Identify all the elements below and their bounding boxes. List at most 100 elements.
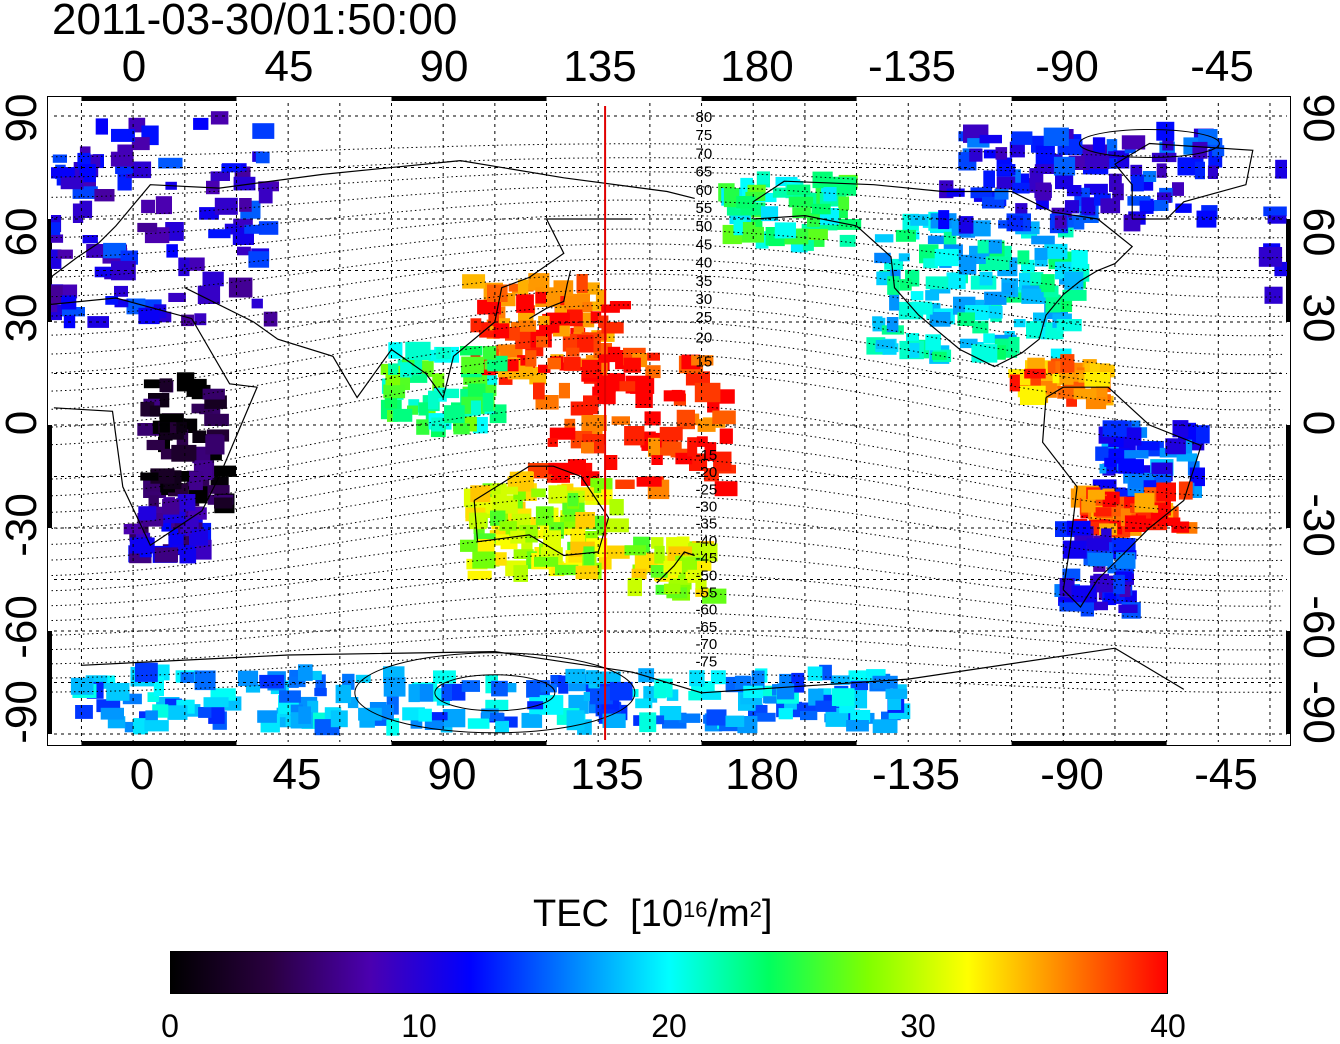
tec-cell	[874, 234, 894, 243]
tec-cell	[624, 426, 645, 446]
left-lat-tick: -30	[0, 493, 46, 557]
tec-cell	[1106, 139, 1118, 155]
tec-cell	[1275, 159, 1287, 179]
tec-region	[866, 211, 1090, 364]
tec-cell	[52, 154, 67, 163]
tec-cell	[1085, 397, 1107, 410]
tec-cell	[214, 497, 233, 509]
tec-cell	[402, 373, 428, 383]
tec-cell	[957, 312, 975, 326]
tec-cell	[1263, 206, 1287, 217]
bottom-lon-tick: -135	[871, 750, 961, 799]
tec-cell	[1178, 481, 1193, 500]
tec-cell	[550, 675, 562, 688]
tec-cell	[927, 303, 941, 313]
tec-cell	[1119, 577, 1131, 597]
tec-cell	[51, 234, 64, 243]
tec-cell	[1051, 207, 1072, 218]
tec-cell	[1043, 127, 1069, 146]
magnetic-latitude-label: -75	[696, 653, 718, 670]
tec-cell	[608, 379, 620, 391]
top-lon-tick: 180	[720, 42, 794, 91]
tec-cell	[704, 543, 718, 562]
tec-cell	[653, 685, 666, 699]
tec-cell	[257, 710, 277, 723]
left-lat-tick: 0	[0, 410, 46, 436]
tec-cell	[527, 701, 544, 710]
tec-cell	[416, 419, 430, 435]
tec-cell	[596, 330, 607, 341]
tec-cell	[555, 564, 579, 576]
right-lat-tick: 30	[1294, 293, 1340, 343]
magnetic-latitude-contour	[51, 476, 1284, 546]
tec-cell	[1027, 357, 1045, 370]
tec-cell	[467, 570, 492, 580]
tec-cell	[500, 486, 518, 495]
coastline	[184, 218, 633, 399]
tec-cell	[540, 684, 557, 693]
tec-cell	[146, 483, 168, 492]
tec-cell	[582, 302, 593, 312]
tec-cell	[1019, 272, 1031, 290]
tec-cell	[461, 680, 480, 692]
coastline	[51, 159, 695, 278]
tec-cell	[143, 379, 168, 389]
tec-cell	[691, 355, 714, 366]
tec-cell	[237, 670, 259, 687]
tec-cell	[807, 666, 823, 681]
tec-cell	[123, 524, 143, 535]
tec-cell	[252, 123, 275, 139]
tec-cell	[694, 382, 721, 403]
tec-cell	[615, 381, 636, 392]
tec-cell	[1137, 509, 1154, 519]
tec-cell	[473, 533, 496, 544]
tec-cell	[598, 315, 609, 329]
tec-cell	[191, 403, 213, 414]
tec-cell	[503, 683, 517, 693]
tec-cell	[144, 720, 169, 732]
tec-cell	[958, 254, 977, 275]
tec-cell	[128, 117, 146, 133]
tec-cell	[570, 527, 586, 545]
tec-cell	[516, 294, 534, 313]
tec-cell	[1012, 182, 1030, 194]
magnetic-latitude-label: 35	[696, 273, 713, 290]
tec-cell	[463, 375, 488, 385]
magnetic-latitude-label: -15	[696, 447, 718, 464]
tec-cell	[623, 357, 641, 373]
top-lon-tick: -45	[1190, 42, 1254, 91]
tec-region	[460, 471, 630, 582]
tec-cell	[180, 672, 195, 683]
tec-cell	[194, 313, 207, 326]
tec-cell	[1017, 250, 1030, 265]
tec-cell	[802, 238, 814, 251]
tec-cell	[1112, 183, 1124, 201]
tec-cell	[467, 718, 490, 729]
tec-cell	[110, 151, 134, 167]
tec-cell	[983, 333, 995, 344]
map-timestamp: 2011-03-30/01:50:00	[52, 0, 458, 44]
magnetic-latitude-contour	[51, 552, 1284, 607]
tec-cell	[51, 304, 62, 321]
tec-cell	[675, 570, 688, 579]
tec-cell	[181, 314, 194, 327]
tec-cell	[1121, 135, 1146, 150]
tec-cell	[1150, 512, 1169, 522]
magnetic-latitude-label: 30	[696, 291, 713, 308]
tec-cell	[647, 352, 660, 361]
tec-cell	[687, 437, 698, 457]
tec-cell	[1099, 463, 1113, 474]
tec-cell	[441, 683, 452, 701]
tec-cell	[807, 213, 820, 227]
tec-cell	[760, 685, 778, 697]
tec-cell	[470, 400, 481, 416]
tec-cell	[639, 712, 657, 733]
colorbar-tick: 20	[651, 1008, 687, 1044]
tec-cell	[449, 683, 466, 701]
tec-cell	[602, 386, 616, 405]
tec-cell	[263, 311, 278, 327]
tec-cell	[177, 494, 196, 511]
tec-cell	[713, 451, 732, 471]
tec-cell	[137, 222, 158, 233]
tec-cell	[668, 546, 692, 556]
